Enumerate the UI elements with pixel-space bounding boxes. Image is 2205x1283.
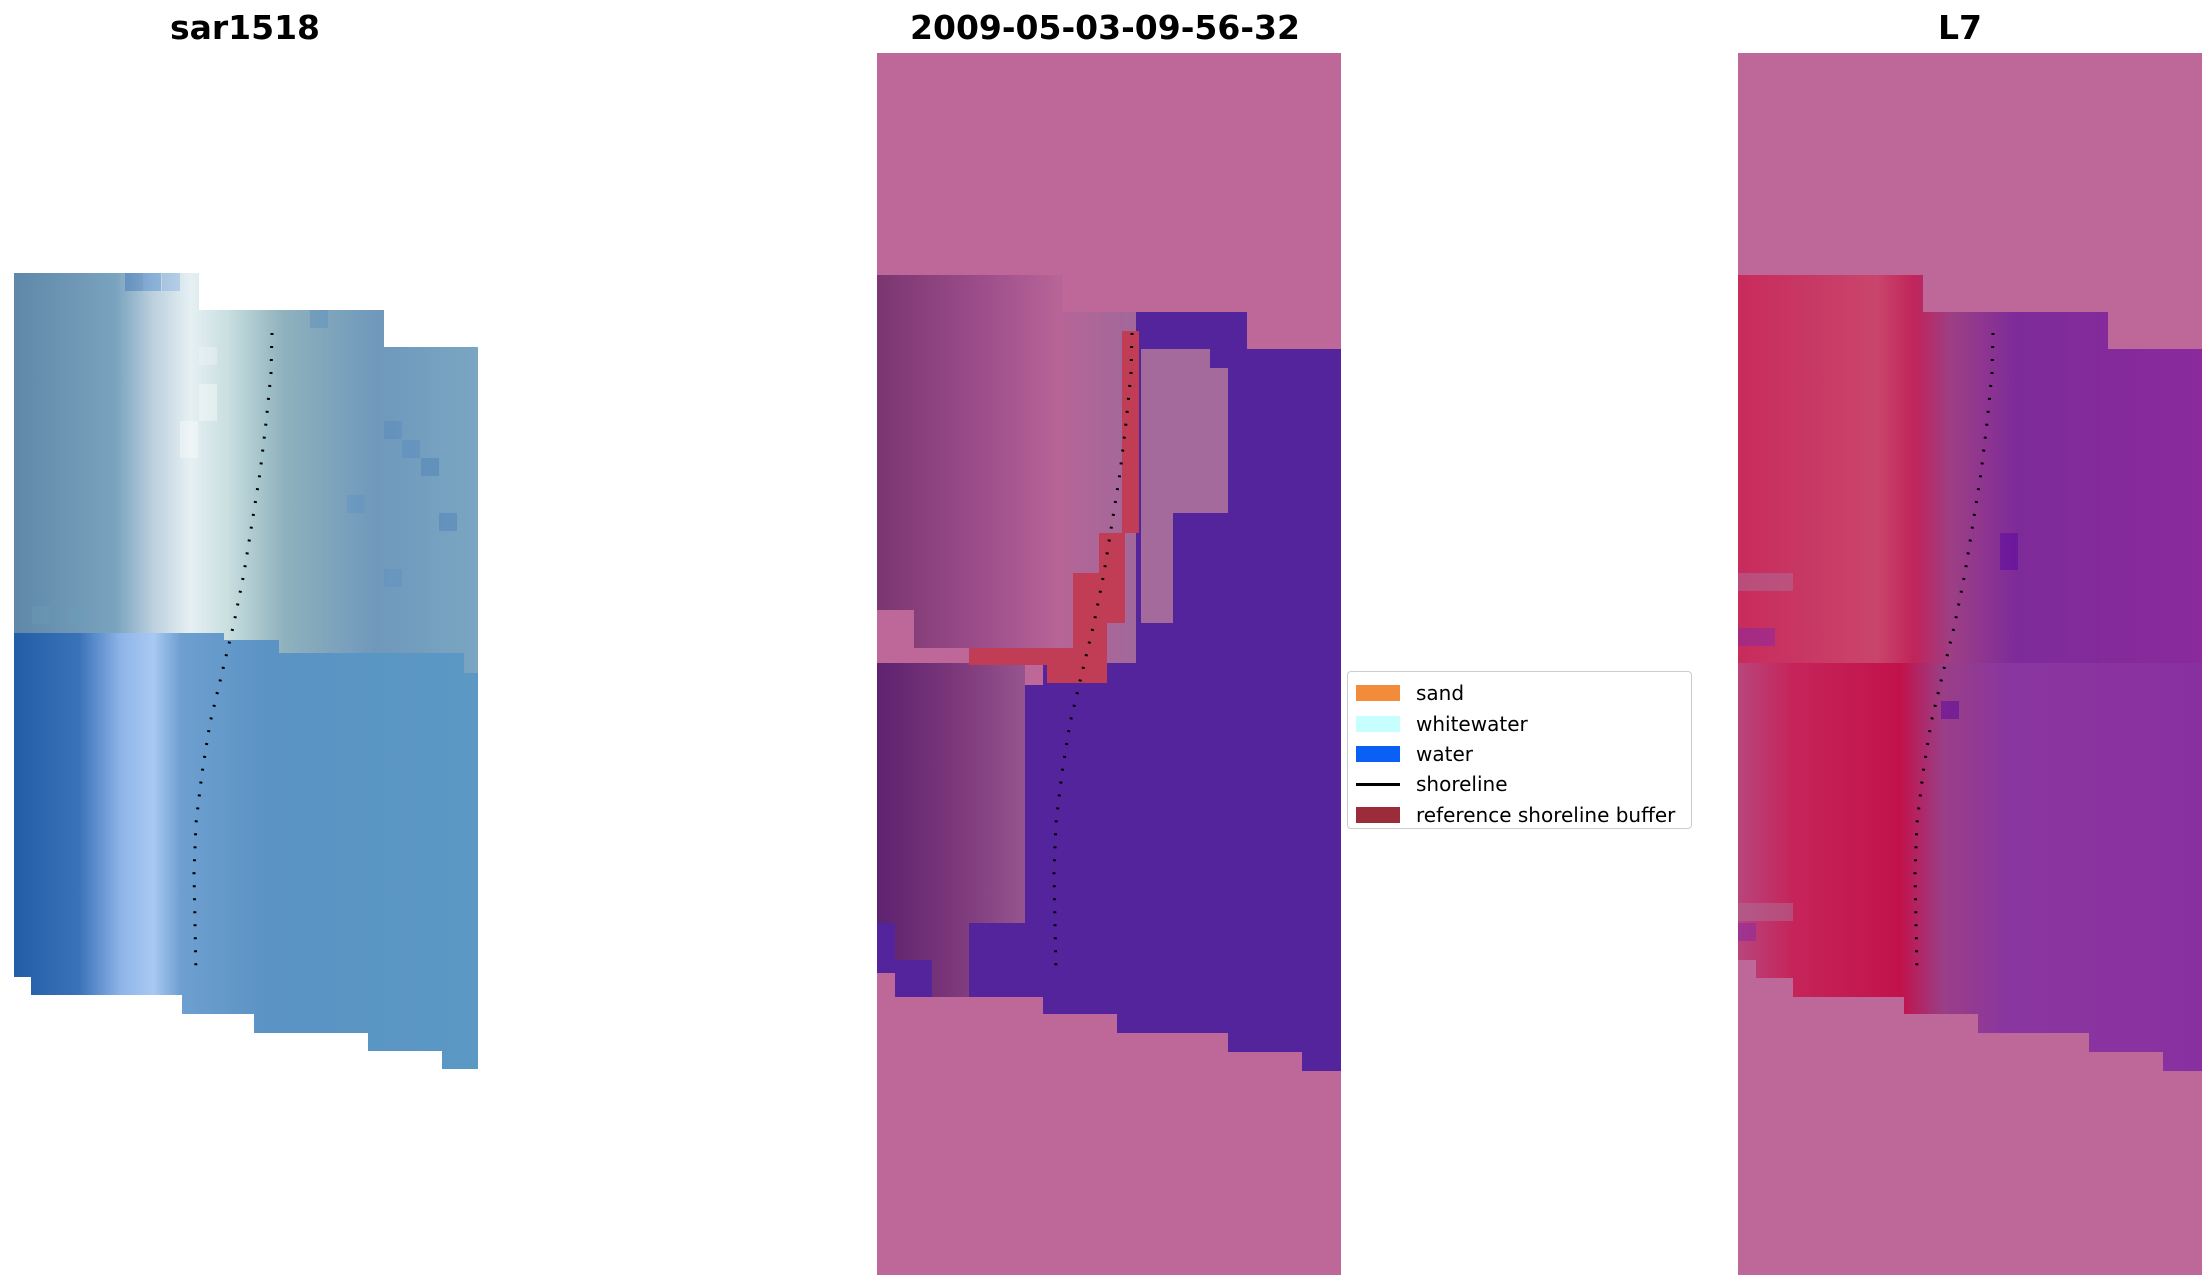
rgb-upper-region — [14, 273, 478, 673]
land-upper-region — [877, 275, 1136, 663]
panel-title-rgb: sar1518 — [169, 8, 321, 47]
legend-label: reference shoreline buffer — [1416, 802, 1676, 827]
legend-item-reference-buffer: reference shoreline buffer — [1356, 800, 1681, 830]
classification-panel — [877, 53, 1341, 1275]
buffer-swatch — [1356, 806, 1400, 823]
panel-title-mndwi: L7 — [1938, 8, 1982, 47]
mndwi-upper-region — [1738, 275, 2202, 663]
mndwi-panel — [1738, 53, 2202, 1275]
water-swatch — [1356, 745, 1400, 762]
light-patch — [1141, 349, 1228, 623]
reference-shoreline-buffer — [969, 331, 1139, 683]
legend-label: sand — [1416, 681, 1465, 706]
land-lower-region — [877, 663, 1025, 997]
legend-item-whitewater: whitewater — [1356, 708, 1681, 738]
legend-label: shoreline — [1416, 772, 1508, 797]
rgb-pixel-texture — [32, 273, 457, 624]
legend-item-water: water — [1356, 739, 1681, 769]
legend-label: water — [1416, 741, 1473, 766]
mndwi-pixel-texture — [1738, 533, 2018, 941]
sand-swatch — [1356, 685, 1400, 702]
mndwi-lower-region — [1738, 663, 2202, 1071]
legend-item-sand: sand — [1356, 678, 1681, 708]
shoreline-swatch — [1356, 776, 1400, 792]
legend: sand whitewater water shoreline referenc… — [1347, 671, 1692, 829]
whitewater-swatch — [1356, 715, 1400, 732]
legend-item-shoreline: shoreline — [1356, 769, 1681, 799]
panel-title-classification: 2009-05-03-09-56-32 — [910, 8, 1300, 47]
rgb-lower-region — [14, 633, 478, 1069]
legend-label: whitewater — [1416, 711, 1528, 736]
rgb-image-panel — [14, 273, 478, 1069]
